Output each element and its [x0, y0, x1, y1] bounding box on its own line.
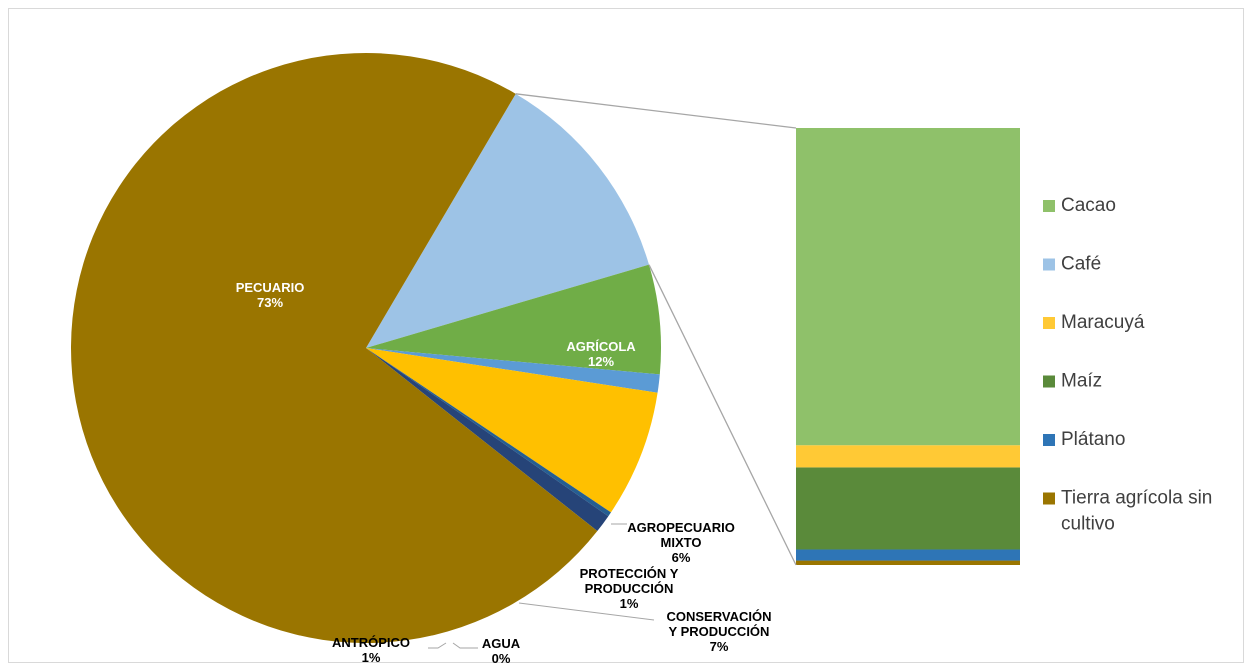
pie-slice-agua — [366, 348, 611, 517]
leader-line-conservacion-y-produccion — [518, 602, 655, 621]
pie-label-agropecuario-mixto: AGROPECUARIO MIXTO — [627, 520, 735, 550]
pie-value-proteccion-y-produccion: 1% — [620, 596, 639, 611]
pie-value-agua: 0% — [492, 651, 511, 666]
pie-value-conservacion-y-produccion: 7% — [710, 639, 729, 654]
pie-label-agricola: AGRÍCOLA — [566, 339, 636, 354]
legend: Cacao Café Maracuyá Maíz Plátano Tierra agríc… — [1043, 195, 1212, 535]
pie — [70, 53, 661, 644]
connector-line-bottom — [648, 264, 797, 566]
pie-label-conservacion-y-produccion: CONSERVACIÓN Y PRODUCCIÓN — [667, 609, 772, 639]
pie-slice-conservacion-y-produccion — [366, 348, 658, 513]
legend-label-cacao: Cacao — [1061, 195, 1116, 216]
legend-label-cafe: Café — [1061, 254, 1101, 275]
pie-label-agua: AGUA — [482, 636, 521, 651]
pie-value-agricola: 12% — [588, 354, 614, 369]
connector-line-top — [515, 93, 797, 129]
pie-slice-antropico — [366, 348, 609, 532]
bar-segment-maracuya — [796, 445, 1020, 468]
legend-swatch-platano — [1043, 434, 1055, 446]
legend-label-platano: Plátano — [1061, 429, 1125, 450]
stacked-bar — [796, 128, 1020, 565]
bar-segment-platano — [796, 549, 1020, 561]
legend-swatch-cafe — [1043, 258, 1055, 271]
pie-slice-pecuario — [70, 53, 598, 644]
pie-label-pecuario: PECUARIO — [236, 280, 305, 295]
leader-line-antropico — [428, 642, 447, 649]
legend-swatch-tierra-agricola-sin-cultivo — [1043, 492, 1055, 505]
leader-line-agua — [452, 642, 478, 649]
pie-label-proteccion-y-produccion: PROTECCIÓN Y PRODUCCIÓN — [580, 566, 679, 596]
legend-swatch-maracuya — [1043, 317, 1055, 329]
legend-label-maiz: Maíz — [1061, 371, 1102, 392]
pie-slice-proteccion-y-produccion — [366, 348, 660, 393]
pie-value-antropico: 1% — [362, 650, 381, 665]
pie-label-antropico: ANTRÓPICO — [332, 635, 410, 650]
legend-label-tierra-agricola-sin-cultivo: Tierra agrícola sin cultivo — [1061, 488, 1212, 535]
legend-label-maracuya: Maracuyá — [1061, 312, 1145, 333]
pie-value-agropecuario-mixto: 6% — [672, 550, 691, 565]
pie-value-pecuario: 73% — [257, 295, 283, 310]
bar-segment-cacao — [796, 128, 1020, 446]
bar-segment-tierra-agricola-sin-cultivo — [796, 560, 1020, 565]
legend-swatch-maiz — [1043, 375, 1055, 388]
bar-segment-maiz — [796, 467, 1020, 550]
connector-lines — [515, 93, 797, 566]
legend-swatch-cacao — [1043, 200, 1055, 212]
pie-slice-agricola — [366, 93, 649, 348]
pie-slice-agropecuario-mixto — [366, 264, 661, 375]
